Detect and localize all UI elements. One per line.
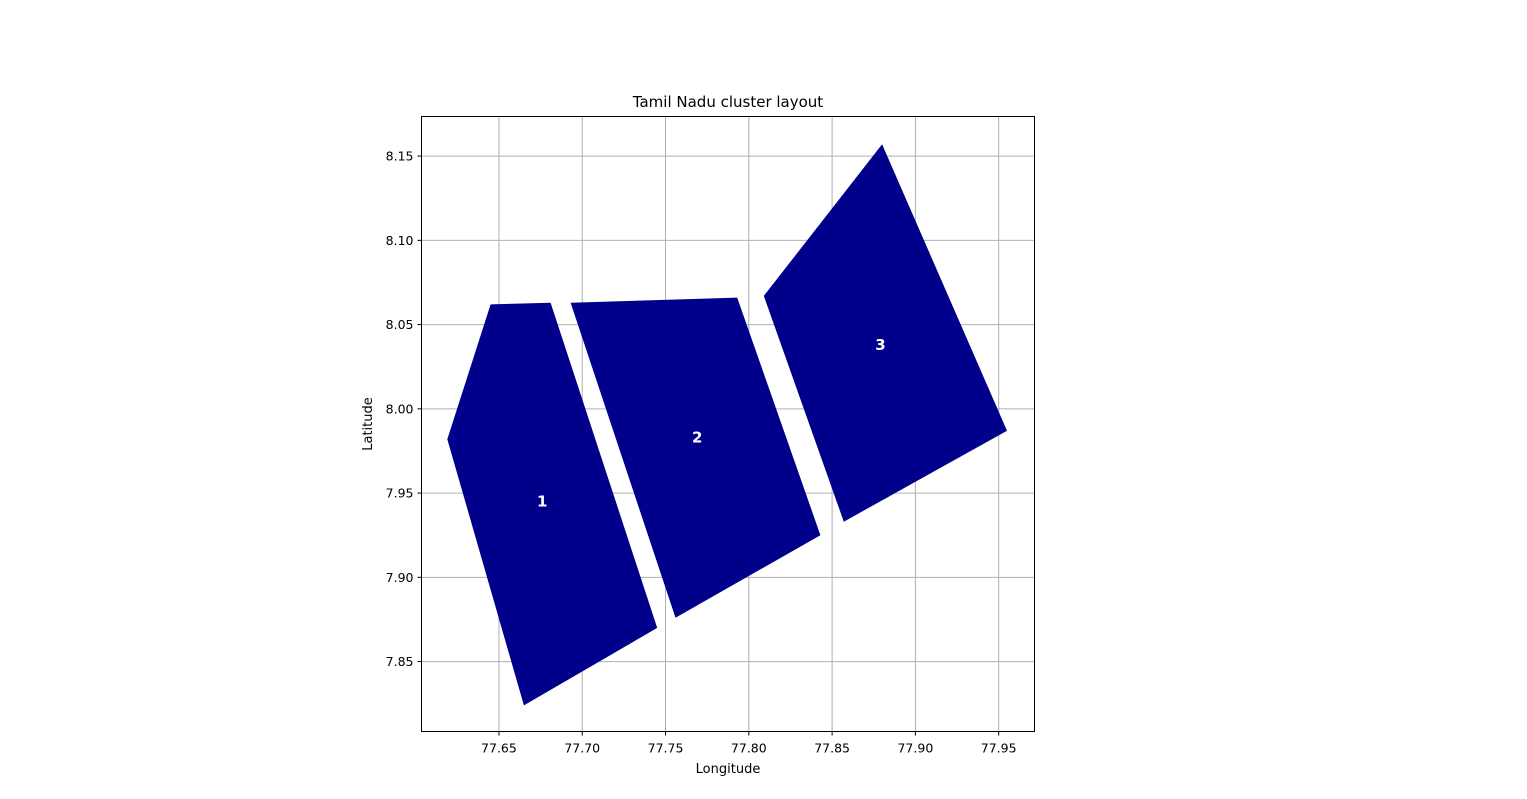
x-tick-label: 77.65: [481, 741, 517, 756]
y-tick-label: 7.85: [386, 654, 414, 669]
cluster-polygon-1: [447, 302, 658, 706]
x-tick-label: 77.95: [981, 741, 1017, 756]
y-tick-label: 7.95: [386, 486, 414, 501]
cluster-polygon-3: [763, 144, 1007, 522]
y-tick-label: 8.00: [386, 401, 414, 416]
y-tick-label: 8.05: [386, 317, 414, 332]
cluster-label-1: 1: [537, 493, 547, 511]
x-axis-label: Longitude: [696, 762, 761, 777]
x-tick-label: 77.90: [897, 741, 933, 756]
y-tick-label: 8.10: [386, 233, 414, 248]
cluster-label-2: 2: [692, 428, 702, 446]
x-axis-ticks: 77.65 77.70 77.75 77.80 77.85 77.90 77.95: [481, 731, 1017, 756]
cluster-labels: 1 2 3: [537, 336, 886, 511]
x-tick-label: 77.75: [648, 741, 684, 756]
chart-title: Tamil Nadu cluster layout: [632, 93, 823, 111]
x-tick-label: 77.85: [814, 741, 850, 756]
cluster-polygon-2: [570, 297, 821, 618]
x-tick-label: 77.70: [564, 741, 600, 756]
cluster-polygons: [447, 144, 1007, 706]
plot-frame: [421, 116, 1035, 732]
y-tick-label: 8.15: [386, 149, 414, 164]
y-axis-label: Latitude: [361, 397, 376, 451]
cluster-label-3: 3: [875, 336, 885, 354]
y-axis-ticks: 7.85 7.90 7.95 8.00 8.05 8.10 8.15: [386, 149, 422, 669]
y-tick-label: 7.90: [386, 570, 414, 585]
x-tick-label: 77.80: [731, 741, 767, 756]
